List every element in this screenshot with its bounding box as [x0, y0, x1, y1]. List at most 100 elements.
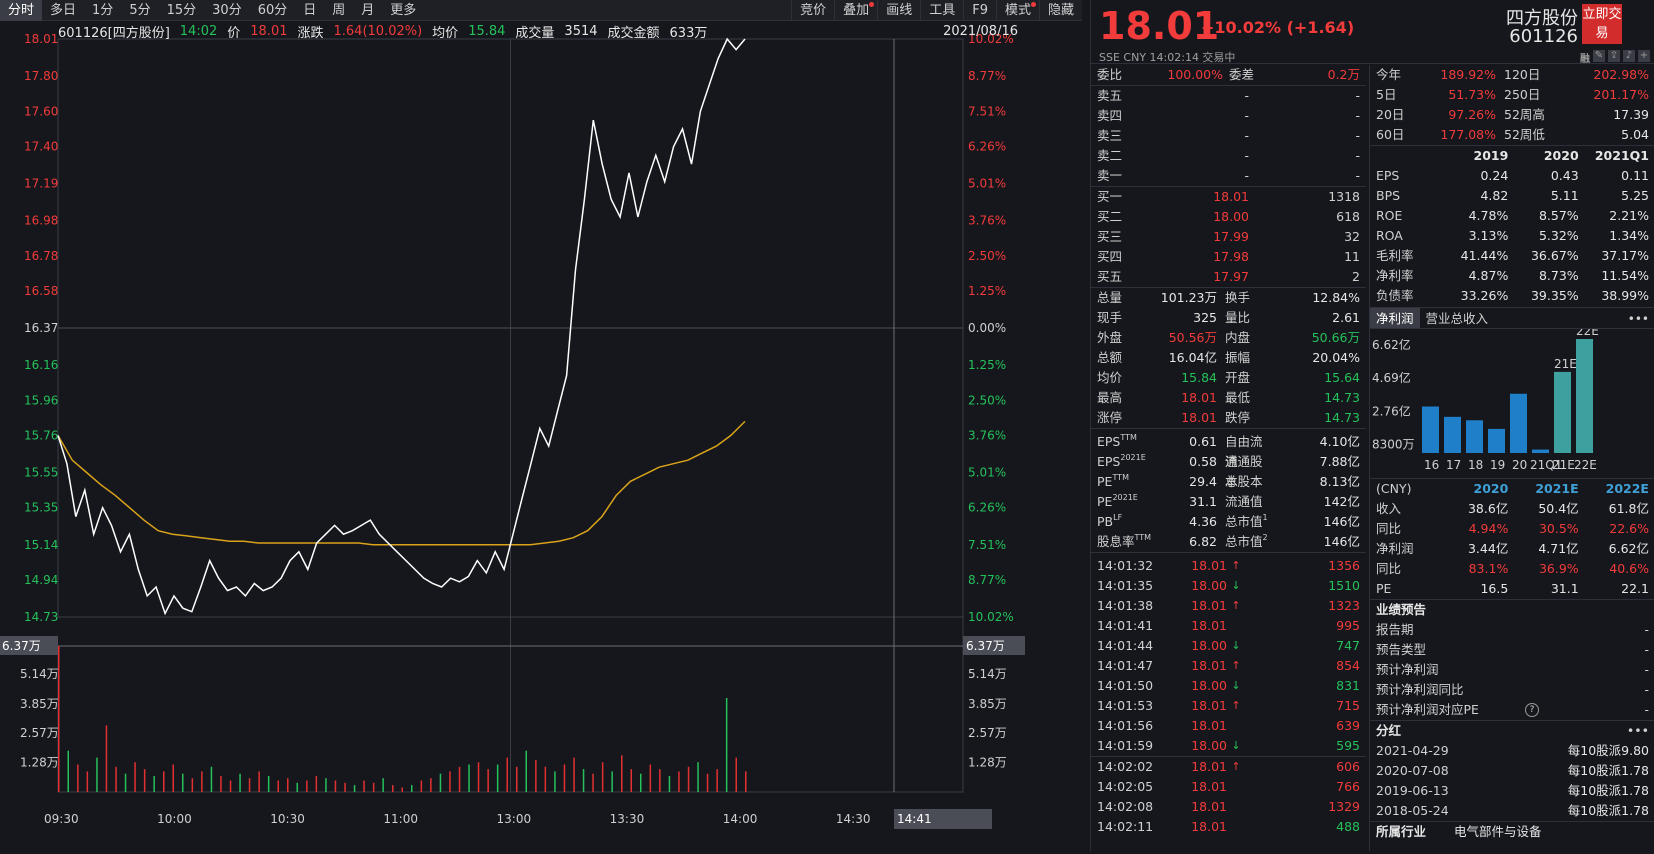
- tab-2[interactable]: 1分: [92, 2, 114, 18]
- tab-5[interactable]: 30分: [212, 2, 242, 18]
- y-tick-right: 7.51%: [968, 104, 1006, 118]
- stat-label: 涨停: [1097, 410, 1123, 425]
- tick-volume: 488: [1336, 819, 1360, 834]
- val-label2-text: 自由流通: [1225, 434, 1263, 469]
- ask-row[interactable]: 卖四 - -: [1091, 106, 1366, 126]
- tool-4[interactable]: F9: [963, 0, 996, 21]
- perf-label: 52周高: [1504, 107, 1545, 122]
- volume-bar: [277, 780, 279, 792]
- ask-row[interactable]: 卖一 - -: [1091, 166, 1366, 186]
- share-icon[interactable]: ⇪: [1608, 50, 1620, 62]
- tab-9[interactable]: 月: [361, 2, 375, 18]
- crosshair-time-bg: [894, 809, 992, 829]
- trade-now-button[interactable]: 立即交易: [1582, 4, 1622, 44]
- tool-0[interactable]: 竞价: [791, 0, 834, 21]
- no-arrow: [1227, 616, 1245, 636]
- profit-tab-0[interactable]: 净利润: [1370, 308, 1420, 328]
- bar-label: 22E: [1576, 329, 1599, 338]
- tab-8[interactable]: 周: [332, 2, 346, 18]
- forecast-value: 3.44亿: [1467, 541, 1509, 556]
- profit-x-tick: 22E: [1574, 458, 1597, 472]
- alert-icon[interactable]: ♪: [1623, 50, 1635, 62]
- edit-icon[interactable]: ✎: [1593, 50, 1605, 62]
- quote-panel: 18.01 +10.02% (+1.64) SSE CNY 14:02:14 交…: [1090, 0, 1654, 851]
- tab-7[interactable]: 日: [303, 2, 317, 18]
- val-value2: 142亿: [1323, 494, 1360, 509]
- tick-volume: 747: [1336, 638, 1360, 653]
- tick-row: 14:01:59 18.00 ↓ 595: [1091, 736, 1366, 756]
- ask-row[interactable]: 卖三 - -: [1091, 126, 1366, 146]
- wb-row: 委比 100.00% 委差 0.2万: [1091, 65, 1366, 85]
- help-icon[interactable]: ?: [1525, 703, 1539, 717]
- bar-label: 21E: [1554, 357, 1577, 371]
- industry-value[interactable]: 电气部件与设备: [1454, 824, 1542, 839]
- tick-sep: [1091, 756, 1366, 757]
- info-date: 2021/08/16: [943, 24, 1018, 39]
- intraday-chart[interactable]: 18.01 10.02% 17.80 8.77% 17.60 7.51% 17.40 6.26…: [0, 22, 1082, 851]
- tab-6[interactable]: 60分: [257, 2, 288, 18]
- ask-row[interactable]: 卖二 - -: [1091, 146, 1366, 166]
- tool-5[interactable]: 模式: [995, 0, 1039, 21]
- add-icon[interactable]: +: [1638, 50, 1650, 62]
- volume-bar: [86, 771, 89, 792]
- bid-row[interactable]: 买四 17.98 11: [1091, 247, 1366, 267]
- valuation-row: EPSTTM 0.61 自由流通 4.10亿: [1091, 432, 1366, 469]
- bid-row[interactable]: 买五 17.97 2: [1091, 267, 1366, 287]
- fin-value: 5.32%: [1538, 228, 1579, 243]
- stat-value: 12.84%: [1312, 290, 1360, 305]
- tool-6[interactable]: 隐藏: [1038, 0, 1082, 21]
- profit-bar: [1576, 339, 1593, 453]
- bid-row[interactable]: 买三 17.99 32: [1091, 227, 1366, 247]
- fin-header-blank: [1376, 146, 1438, 166]
- bid-row[interactable]: 买一 18.01 1318: [1091, 187, 1366, 207]
- dividend-row: 2018-05-24 每10股派1.78: [1370, 801, 1654, 821]
- valuation-grid: EPSTTM 0.61 自由流通 4.10亿 EPS2021E 0.58 流通股本 7.88亿…: [1091, 428, 1366, 552]
- tick-list[interactable]: 14:01:32 18.01 ↑ 1356 14:01:35 18.00 ↓ 1510 14:0…: [1091, 552, 1366, 837]
- more-icon[interactable]: •••: [1627, 312, 1649, 326]
- volume-bar: [306, 780, 308, 792]
- stat-label: 外盘: [1097, 330, 1123, 345]
- y-tick-right: 8.77%: [968, 573, 1006, 587]
- profit-tab-1[interactable]: 营业总收入: [1425, 311, 1489, 326]
- val-label-text: PE: [1097, 494, 1113, 509]
- tab-10[interactable]: 更多: [390, 2, 417, 18]
- dividend-more-icon[interactable]: •••: [1626, 723, 1649, 738]
- stat-label: 开盘: [1225, 370, 1251, 385]
- tool-2[interactable]: 画线: [877, 0, 920, 21]
- forecast-row: PE 16.5 31.1 22.1: [1370, 579, 1654, 599]
- tool-3[interactable]: 工具: [920, 0, 963, 21]
- ask-volume: -: [1355, 148, 1360, 163]
- stats-row: 外盘 50.56万 内盘 50.66万: [1091, 328, 1366, 348]
- arrow-up-icon: ↑: [1231, 699, 1241, 712]
- vol-tick-left: 1.28万: [20, 756, 59, 770]
- forecast-value: 22.1: [1621, 581, 1649, 596]
- no-arrow: [1227, 777, 1245, 797]
- tick-row: 14:01:53 18.01 ↑ 715: [1091, 696, 1366, 716]
- tab-3[interactable]: 5分: [129, 2, 151, 18]
- tab-4[interactable]: 15分: [166, 2, 197, 18]
- ask-row[interactable]: 卖五 - -: [1091, 86, 1366, 106]
- bid-row[interactable]: 买二 18.00 618: [1091, 207, 1366, 227]
- preview-row: 报告期 -: [1370, 620, 1654, 640]
- dividend-date: 2019-06-13: [1376, 783, 1449, 798]
- tab-1[interactable]: 多日: [50, 2, 77, 18]
- val-label-text: 股息率: [1097, 534, 1135, 549]
- wb-label: 委比: [1097, 67, 1123, 82]
- volume-bar: [697, 762, 699, 792]
- profit-bar: [1532, 449, 1549, 453]
- info-amount-label: 成交金额: [607, 26, 660, 41]
- bid-volume: 11: [1344, 249, 1360, 264]
- val-label2: 总股本: [1217, 472, 1273, 492]
- forecast-value: 83.1%: [1468, 561, 1509, 576]
- preview-key: 预计净利润: [1376, 662, 1439, 677]
- notify-dot: [869, 1, 875, 7]
- preview-row: 预计净利润对应PE? -: [1370, 700, 1654, 720]
- volume-bar: [439, 773, 442, 792]
- y-tick-left: 16.16: [24, 358, 58, 372]
- ask-volume: -: [1355, 168, 1360, 183]
- fin-value: 2.21%: [1609, 208, 1649, 223]
- tab-0[interactable]: 分时: [0, 0, 43, 21]
- volume-bar: [220, 776, 222, 792]
- tool-1[interactable]: 叠加: [834, 0, 877, 21]
- dividend-value: 每10股派1.78: [1567, 783, 1649, 798]
